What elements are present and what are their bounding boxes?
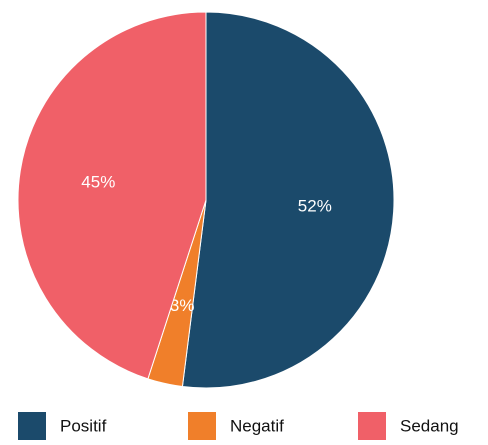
- pie-slice: [17, 11, 207, 380]
- legend-swatch: [358, 412, 386, 440]
- pie-slice: [181, 11, 395, 389]
- legend-label: Negatif: [230, 416, 284, 435]
- legend-swatch: [188, 412, 216, 440]
- data-label: 3%: [170, 296, 195, 315]
- legend-label: Sedang: [400, 416, 459, 435]
- legend-label: Positif: [60, 416, 107, 435]
- data-label: 45%: [81, 172, 115, 191]
- data-label: 52%: [298, 196, 332, 215]
- legend-swatch: [18, 412, 46, 440]
